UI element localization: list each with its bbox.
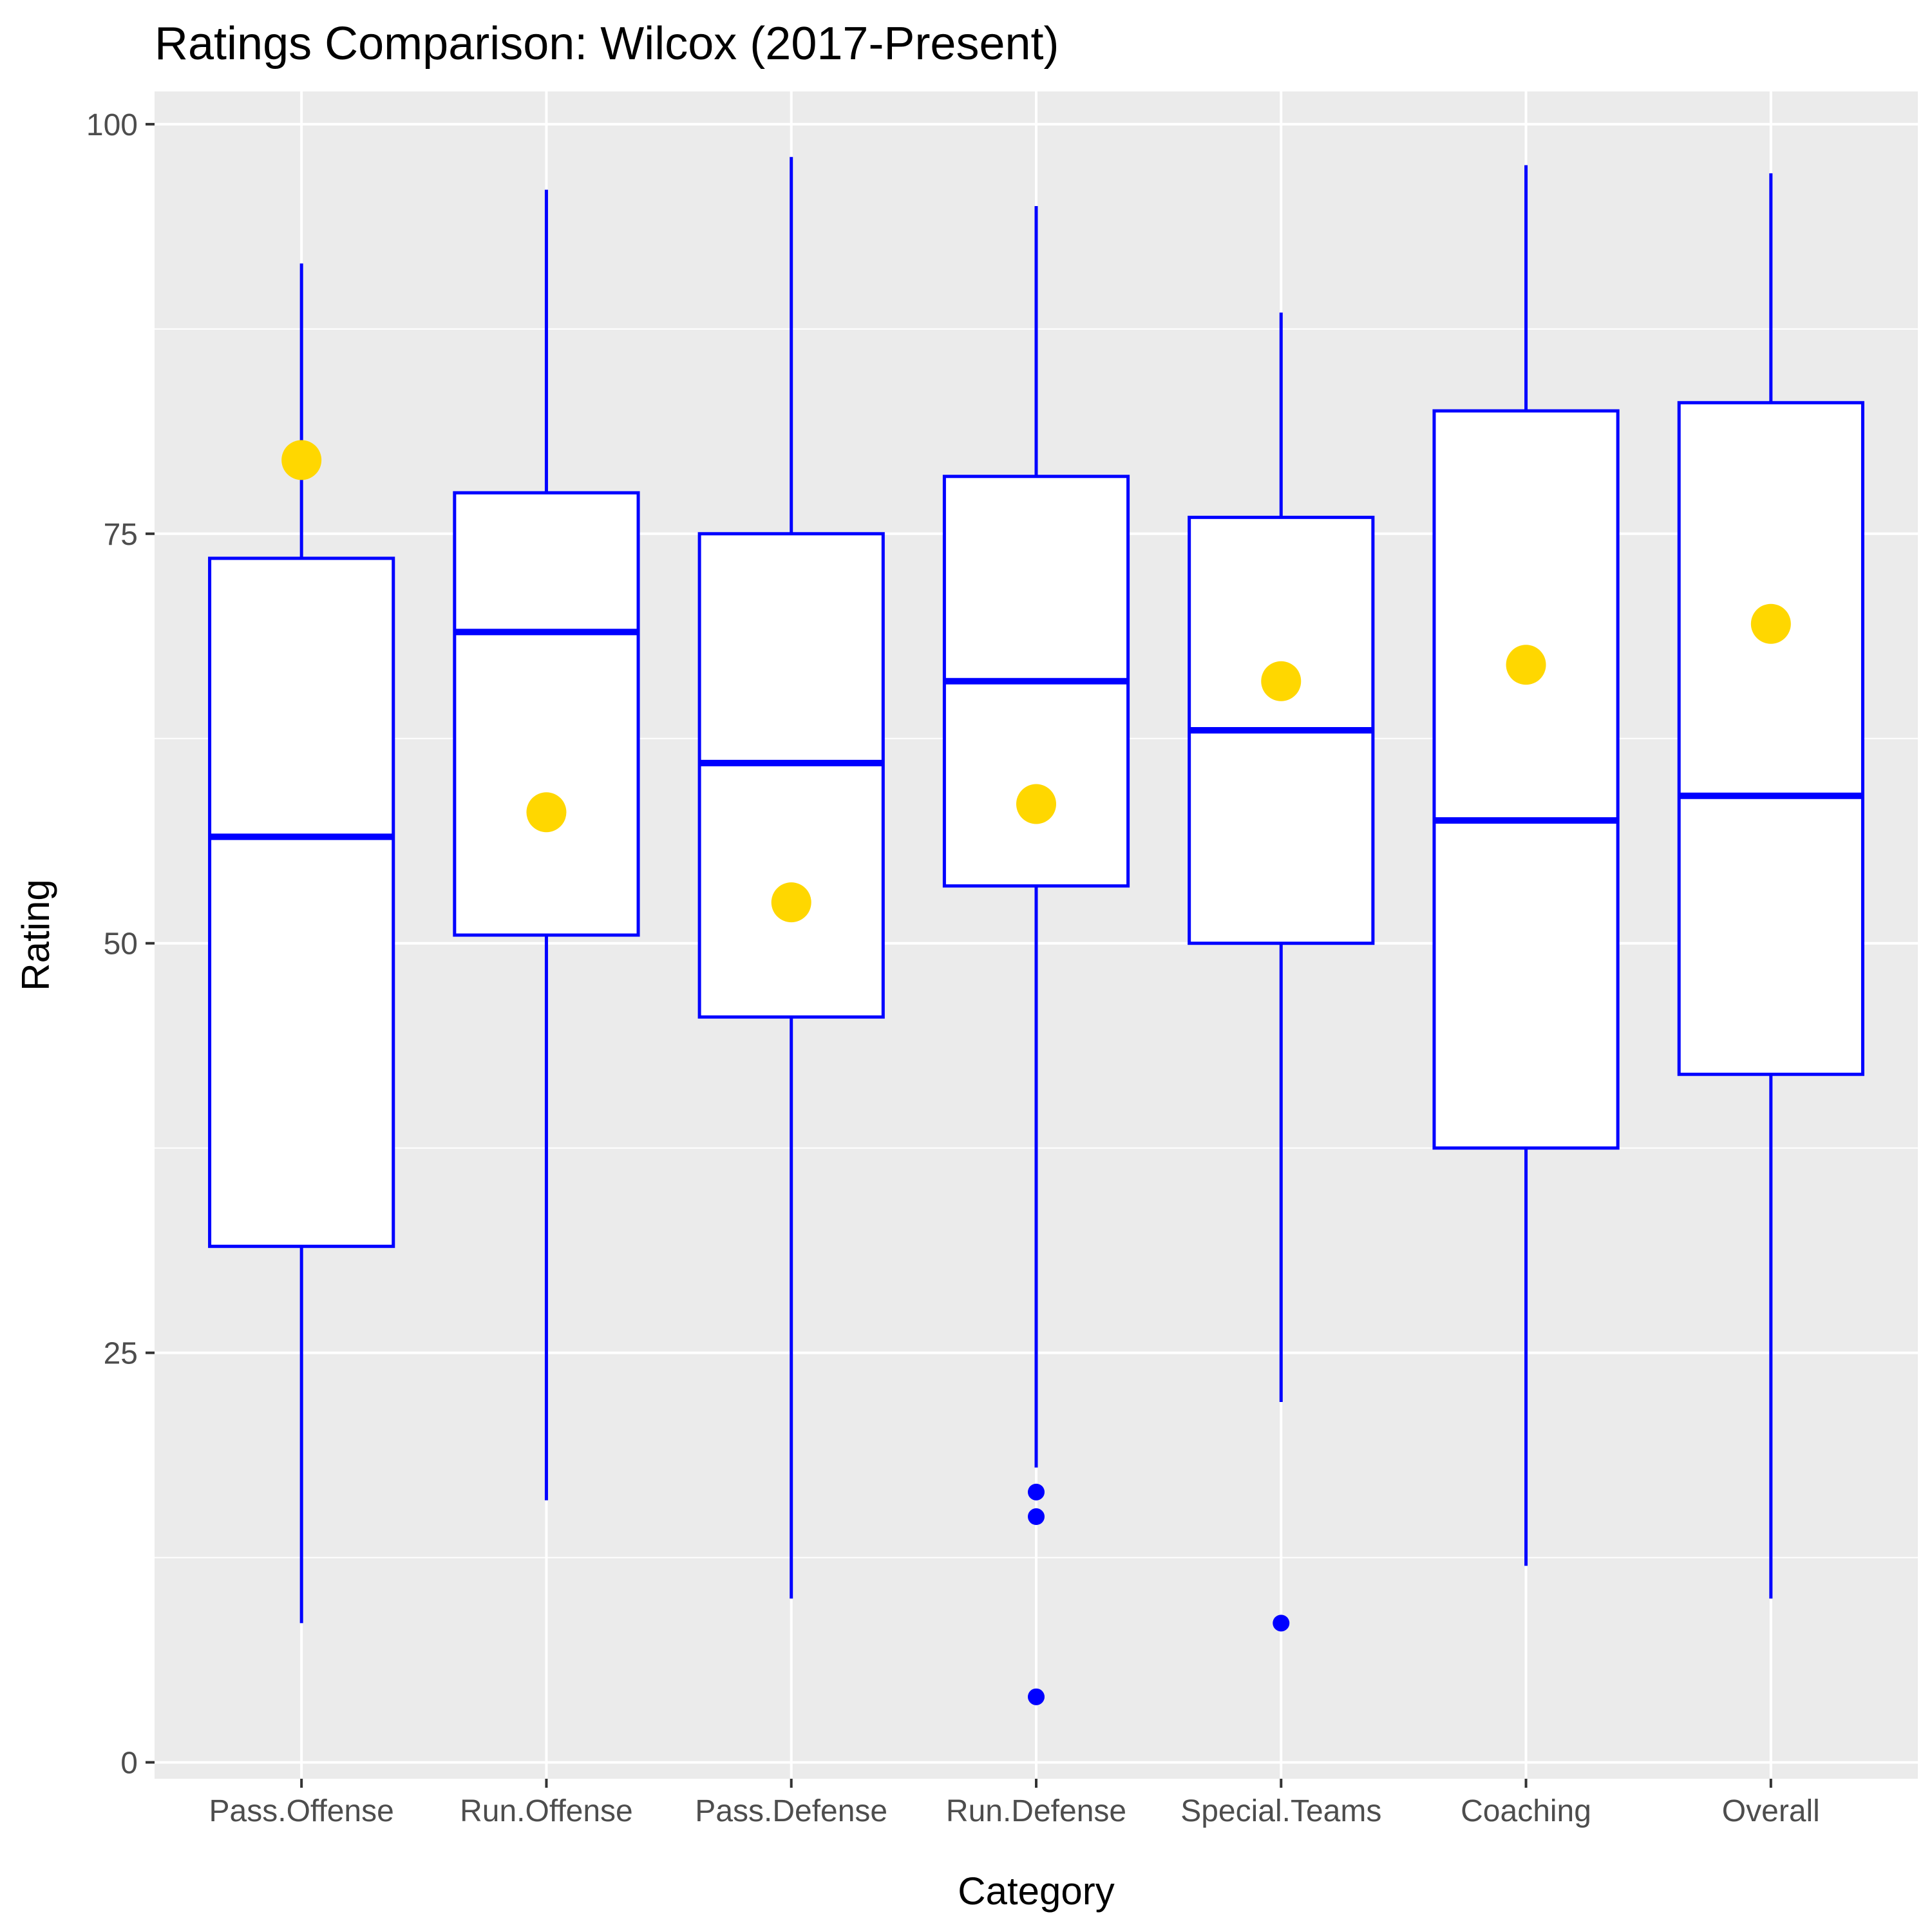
box-coaching: [1432, 165, 1620, 1566]
iqr-box: [453, 491, 640, 937]
outlier-point: [1028, 1688, 1045, 1705]
y-tick-label: 75: [104, 518, 138, 552]
y-tick-label: 100: [86, 108, 138, 142]
highlight-point: [1016, 784, 1056, 824]
outlier-point: [1273, 1615, 1290, 1632]
x-tick-label: Run.Defense: [946, 1794, 1126, 1828]
x-tick-label: Coaching: [1461, 1794, 1591, 1828]
x-axis-title: Category: [958, 1870, 1114, 1913]
iqr-box: [208, 556, 395, 1248]
y-axis-title: Rating: [14, 879, 57, 990]
y-tick-label: 0: [120, 1747, 138, 1781]
x-tick-label: Run.Offense: [460, 1794, 633, 1828]
y-tick-label: 50: [104, 927, 138, 961]
box-overall: [1677, 173, 1864, 1599]
highlight-point: [1750, 603, 1791, 644]
box-run-defense: [942, 206, 1130, 1705]
axes: 0 25 50 75 100 Pass.Offense Run.Offense Pass.De…: [86, 108, 1820, 1828]
box-special-teams: [1188, 312, 1375, 1632]
outlier-point: [1028, 1483, 1045, 1501]
highlight-point: [771, 882, 811, 923]
chart-title: Ratings Comparison: Wilcox (2017-Present…: [155, 18, 1059, 70]
x-tick-label: Overall: [1722, 1794, 1820, 1828]
highlight-point: [281, 440, 322, 480]
y-tick-label: 25: [104, 1337, 138, 1371]
iqr-box: [697, 532, 885, 1019]
highlight-point: [526, 792, 567, 833]
box-series: [208, 156, 1864, 1705]
outlier-point: [1028, 1508, 1045, 1526]
iqr-box: [1677, 401, 1864, 1076]
x-tick-label: Special.Teams: [1180, 1794, 1381, 1828]
highlight-point: [1506, 645, 1546, 685]
iqr-box: [1432, 409, 1620, 1150]
box-pass-defense: [697, 156, 885, 1599]
box-run-offense: [453, 189, 640, 1501]
x-tick-label: Pass.Offense: [209, 1794, 394, 1828]
highlight-point: [1261, 661, 1302, 701]
box-pass-offense: [208, 263, 395, 1624]
x-tick-label: Pass.Defense: [695, 1794, 887, 1828]
